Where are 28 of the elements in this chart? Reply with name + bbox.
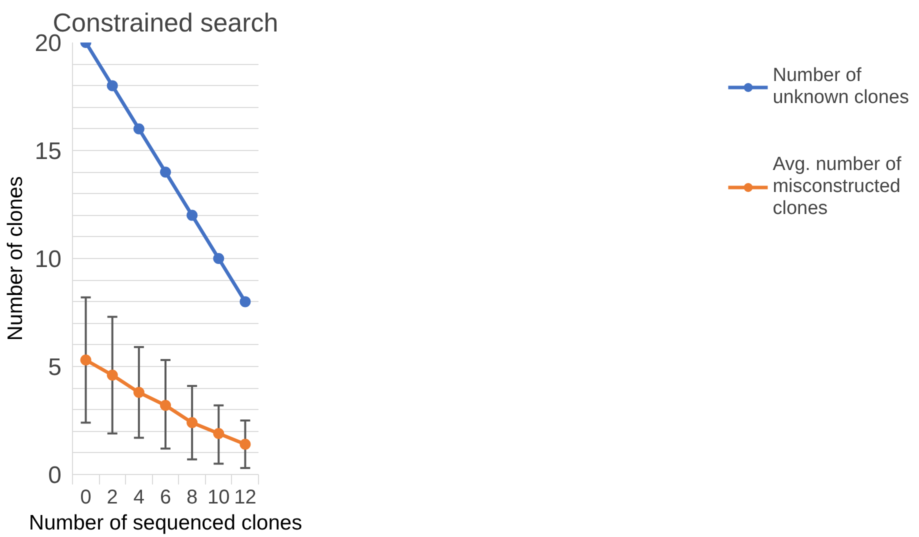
point [106, 80, 118, 92]
point [213, 428, 224, 439]
point [80, 354, 92, 366]
point [240, 438, 251, 450]
y-tick-label: 15 [34, 138, 62, 165]
point [186, 417, 198, 428]
x-tick-label: 8 [186, 486, 198, 508]
x-tick-label: 6 [160, 486, 172, 508]
point [160, 400, 171, 411]
point [133, 386, 144, 398]
x-axis-title: Number of sequenced clones [28, 512, 302, 534]
point [133, 123, 144, 134]
x-tick-label: 10 [208, 486, 230, 508]
x-tick-label: 2 [106, 486, 118, 508]
legend-label: Number of unknown clones [772, 64, 909, 110]
x-tick-label: 12 [234, 486, 256, 508]
point [213, 253, 224, 264]
point [106, 370, 118, 381]
point [240, 296, 251, 308]
x-tick-label: 0 [80, 486, 92, 508]
y-axis-title: Number of clones [4, 176, 27, 341]
y-tick-label: 5 [48, 354, 62, 381]
point [186, 210, 198, 221]
point [160, 166, 171, 178]
legend-label: Avg. number of misconstructed clones [772, 153, 902, 221]
x-tick-label: 4 [133, 486, 144, 508]
y-tick-label: 10 [34, 246, 62, 273]
y-tick-label: 0 [48, 462, 62, 489]
